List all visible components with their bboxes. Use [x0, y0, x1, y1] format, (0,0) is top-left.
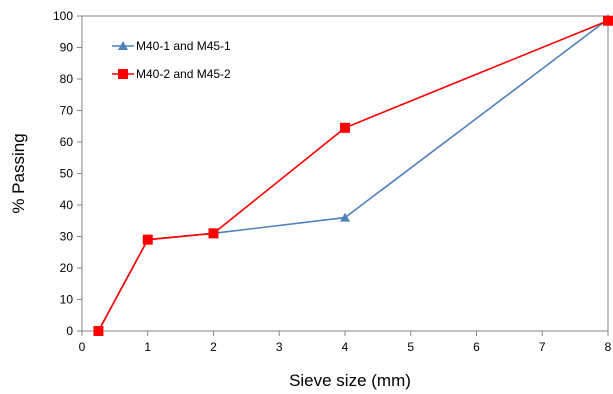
- y-tick-label: 100: [53, 9, 73, 23]
- x-tick-label: 4: [342, 340, 349, 354]
- y-axis-title: % Passing: [9, 133, 28, 213]
- y-tick-label: 60: [60, 135, 74, 149]
- data-point: [340, 122, 350, 133]
- y-tick-label: 70: [60, 104, 74, 118]
- y-tick-label: 90: [60, 41, 74, 55]
- x-tick-label: 0: [79, 340, 86, 354]
- data-point: [340, 212, 350, 222]
- x-tick-label: 7: [539, 340, 546, 354]
- y-tick-label: 30: [60, 230, 74, 244]
- y-tick-label: 0: [66, 324, 73, 338]
- legend-marker: [118, 41, 128, 50]
- legend-marker: [118, 69, 128, 79]
- x-tick-label: 2: [210, 340, 217, 354]
- legend: M40-1 and M45-1 M40-2 and M45-2: [112, 39, 231, 81]
- x-tick-label: 5: [407, 340, 414, 354]
- y-tick-label: 40: [60, 198, 74, 212]
- data-point: [142, 234, 153, 245]
- series-1: [93, 14, 613, 335]
- y-tick-label: 80: [60, 72, 74, 86]
- series-group: [93, 14, 613, 336]
- data-point: [603, 15, 613, 26]
- x-tick-label: 3: [276, 340, 283, 354]
- y-tick-label: 20: [60, 261, 74, 275]
- series-line: [97, 18, 609, 332]
- x-tick-label: 8: [605, 340, 612, 354]
- legend-entry: M40-1 and M45-1: [136, 39, 231, 53]
- series-2: [93, 15, 613, 336]
- x-tick-label: 6: [473, 340, 480, 354]
- data-point: [93, 326, 104, 336]
- axes: [77, 15, 609, 336]
- y-tick-label: 10: [60, 293, 74, 307]
- y-tick-label: 50: [60, 167, 74, 181]
- data-point: [208, 228, 219, 239]
- plot-frame: [81, 15, 609, 332]
- legend-entry: M40-2 and M45-2: [136, 67, 231, 81]
- x-tick-label: 1: [144, 340, 151, 354]
- x-axis-title: Sieve size (mm): [289, 371, 411, 390]
